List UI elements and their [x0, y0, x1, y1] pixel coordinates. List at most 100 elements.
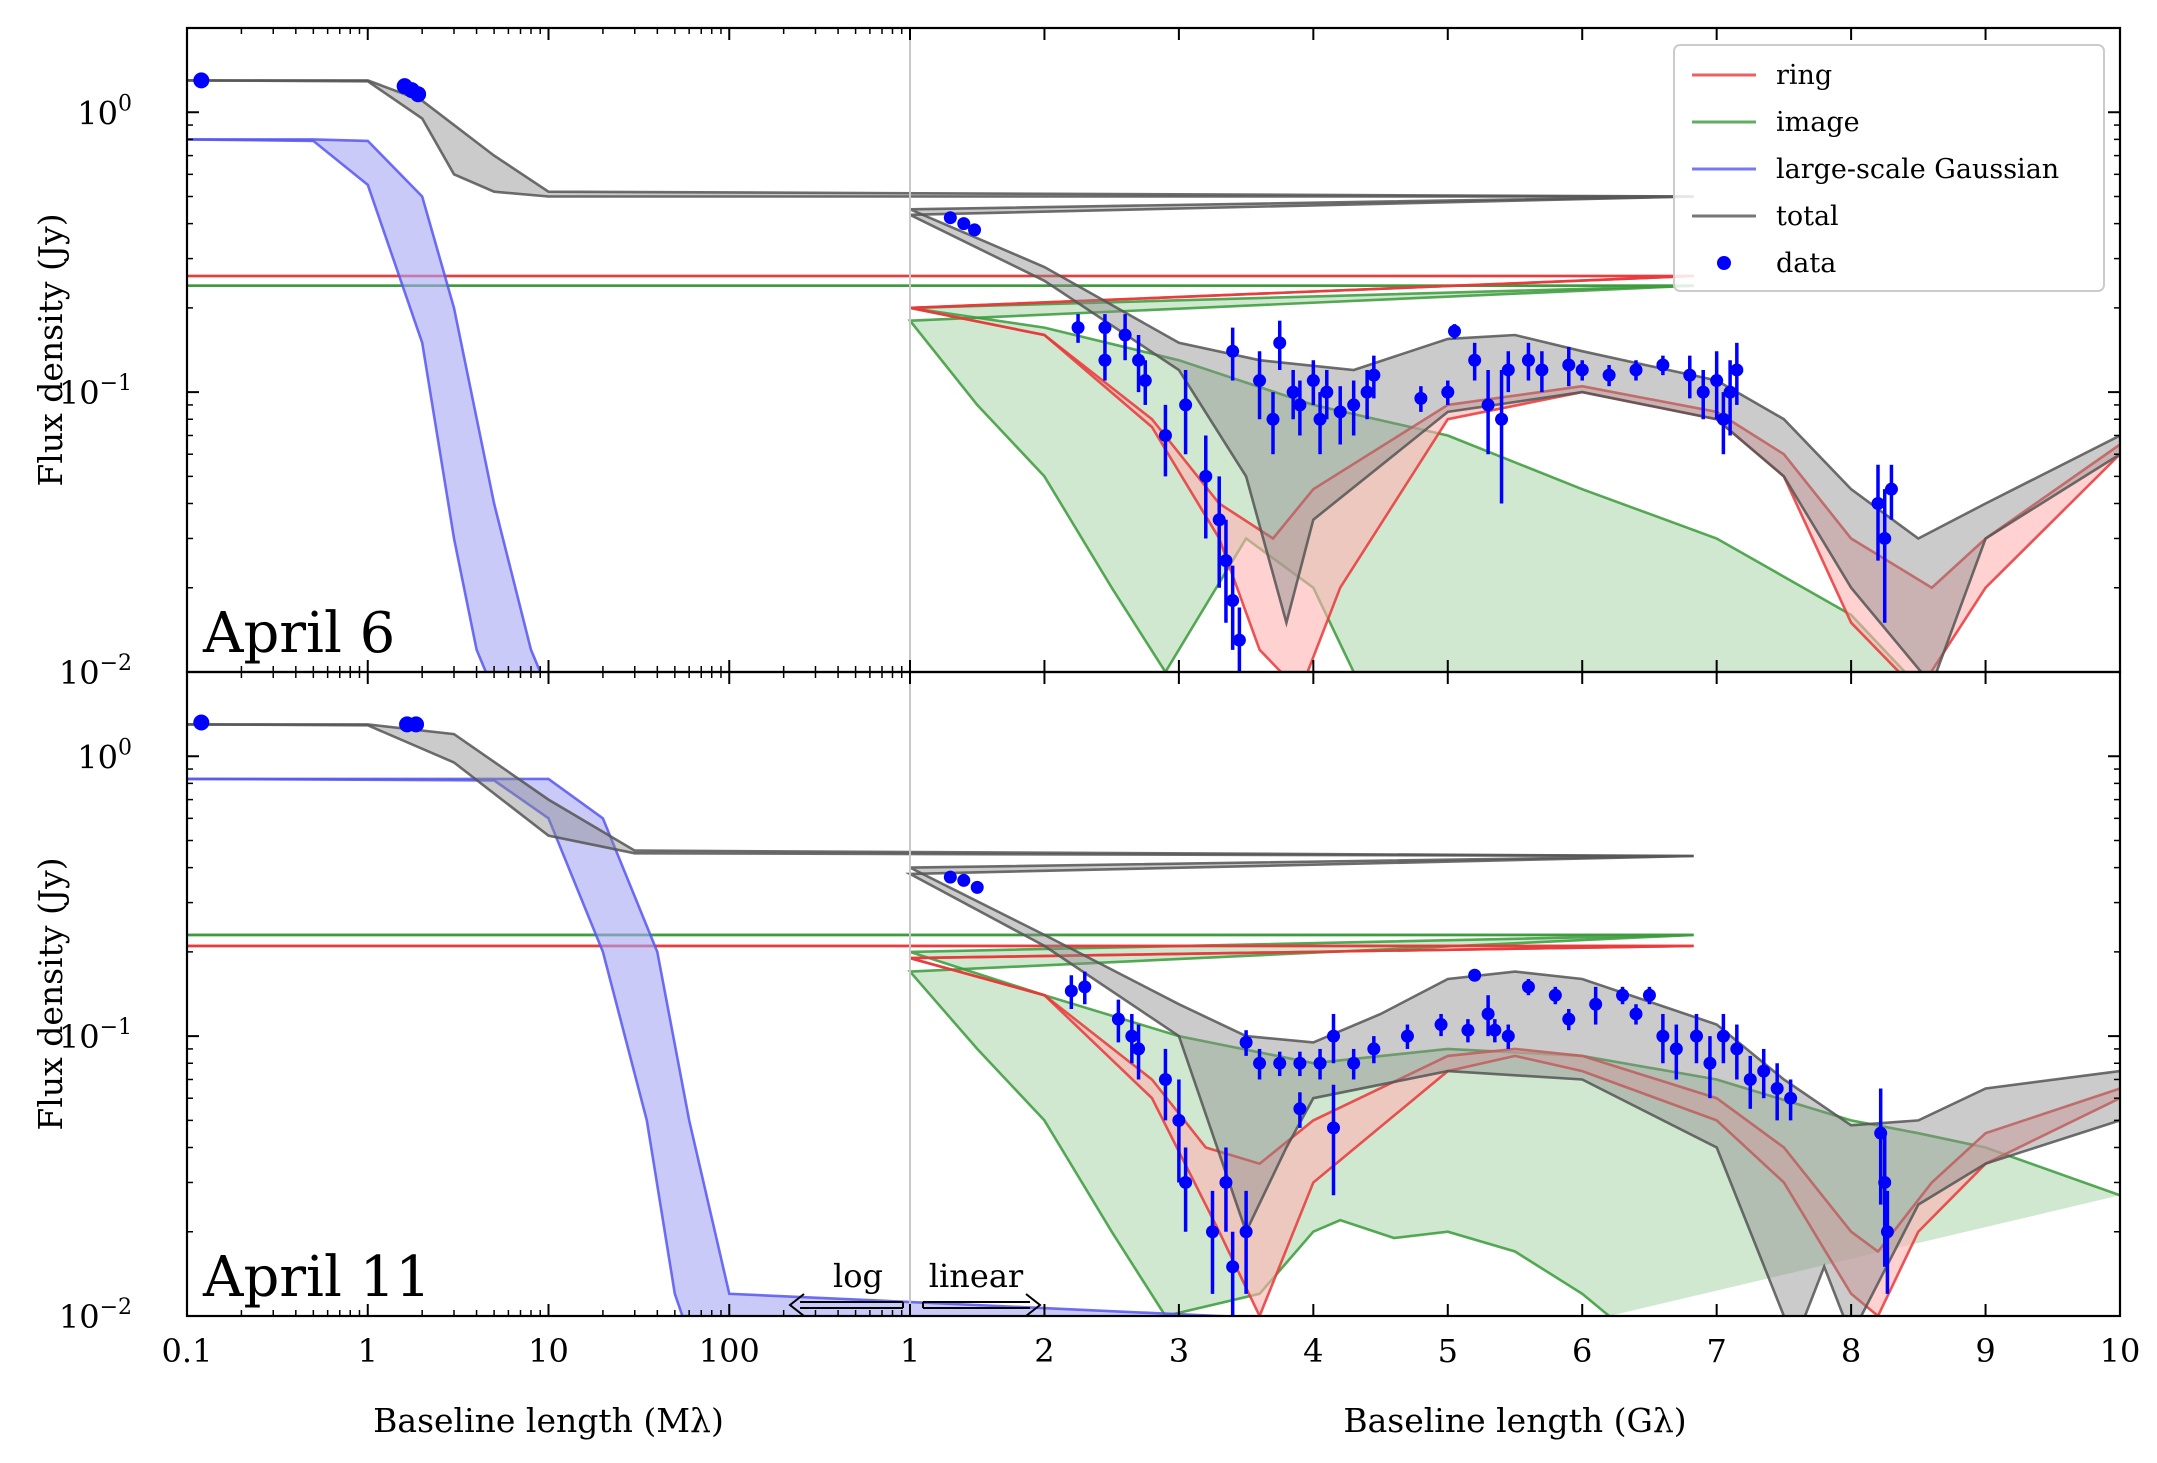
data-point — [1179, 1175, 1193, 1189]
data-point — [1078, 980, 1092, 994]
data-point — [1293, 398, 1307, 412]
data-point — [193, 714, 210, 731]
x-axis-title-left: Baseline length (Mλ) — [373, 1401, 724, 1440]
data-point — [1333, 405, 1347, 419]
x-tick-label: 10 — [2100, 1332, 2141, 1370]
data-point — [410, 86, 427, 103]
data-point — [1521, 353, 1535, 367]
data-point — [1710, 374, 1724, 388]
total-upper-line — [187, 723, 2120, 1127]
data-point — [1441, 385, 1455, 399]
panel-title: April 6 — [202, 601, 395, 666]
data-point — [1219, 554, 1233, 568]
x-tick-label: 1 — [358, 1332, 378, 1370]
data-point — [1360, 385, 1374, 399]
log-label: log — [833, 1257, 883, 1295]
y-tick-label: 10−1 — [59, 1015, 132, 1056]
ring-lower-line — [187, 944, 2120, 1316]
x-tick-label: 9 — [1975, 1332, 1995, 1370]
data-point — [943, 211, 957, 225]
data-point — [1293, 1102, 1307, 1116]
data-point — [1206, 1225, 1219, 1239]
data-point — [1878, 1175, 1892, 1189]
data-point — [1306, 374, 1320, 388]
data-point — [1400, 1029, 1414, 1043]
data-point — [1313, 1056, 1327, 1070]
data-point — [1535, 363, 1549, 377]
data-point — [1367, 368, 1381, 382]
data-point — [1575, 363, 1589, 377]
data-point — [1219, 1175, 1233, 1189]
y-tick-label: 10−2 — [59, 1295, 132, 1336]
data-point — [1273, 1056, 1287, 1070]
x-tick-label: 1 — [900, 1332, 920, 1370]
y-tick-label: 10−1 — [59, 371, 132, 412]
log-arrow-head — [788, 1293, 805, 1317]
panel-title: April 11 — [202, 1245, 431, 1310]
legend: ring image large-scale Gaussian total data — [1673, 44, 2105, 292]
plot-area — [187, 714, 2120, 1316]
data-point — [1414, 391, 1428, 405]
gauss-lower-line — [187, 777, 684, 1316]
x-tick-label: 2 — [1034, 1332, 1054, 1370]
ring-band — [187, 945, 2120, 1316]
data-point — [1158, 1072, 1172, 1086]
data-point — [1730, 363, 1744, 377]
x-tick-label: 5 — [1438, 1332, 1458, 1370]
data-point — [1669, 1042, 1683, 1056]
axes: 0.1 1 10 100 1 2 3 4 5 6 7 8 9 10 Baseline length (Mλ)… — [162, 1332, 2141, 1440]
data-point — [1880, 1225, 1894, 1239]
data-point — [1071, 321, 1085, 335]
data-point — [1743, 1072, 1757, 1086]
data-point — [1158, 428, 1172, 442]
data-point — [1884, 482, 1898, 496]
y-axis-title: Flux density (Jy) — [31, 213, 70, 486]
data-point — [1111, 1012, 1125, 1026]
data-point — [193, 72, 210, 89]
data-point — [1313, 412, 1327, 426]
data-point — [1521, 980, 1535, 994]
data-point — [1273, 336, 1287, 350]
data-point — [1716, 412, 1730, 426]
data-point — [1703, 1056, 1717, 1070]
data-point — [1266, 412, 1280, 426]
data-point — [1629, 1007, 1643, 1021]
data-point — [1468, 968, 1482, 982]
data-point — [957, 217, 971, 231]
legend-label-total: total — [1776, 201, 1839, 232]
data-point — [1179, 398, 1193, 412]
data-point — [1327, 1121, 1340, 1135]
data-point — [1616, 988, 1630, 1002]
data-point — [1064, 984, 1078, 998]
panel-april-6: April 6 100 10−1 10−2 Flux density (Jy) — [31, 26, 2122, 692]
data-point — [1347, 398, 1361, 412]
data-point — [1784, 1091, 1798, 1105]
y-tick-label: 100 — [77, 91, 132, 132]
data-point — [1871, 496, 1885, 510]
gauss-upper-line — [187, 138, 542, 672]
data-point — [1488, 1023, 1502, 1037]
data-point — [970, 880, 984, 894]
data-point — [1656, 1029, 1670, 1043]
data-point — [968, 223, 982, 237]
data-point — [1723, 385, 1737, 399]
data-point — [1239, 1225, 1253, 1239]
data-point — [1562, 1012, 1576, 1026]
data-point — [1656, 358, 1670, 372]
legend-label-ring: ring — [1776, 60, 1832, 91]
data-point — [1562, 358, 1576, 372]
data-point — [1253, 1056, 1267, 1070]
gauss-lower-line — [187, 138, 488, 672]
data-point — [1226, 1260, 1240, 1274]
data-point — [408, 716, 425, 733]
data-point — [1716, 1029, 1730, 1043]
x-tick-label: 8 — [1841, 1332, 1861, 1370]
data-point — [1118, 328, 1132, 342]
data-point — [1548, 988, 1562, 1002]
data-point — [1132, 1042, 1146, 1056]
gauss-band — [187, 778, 1218, 1316]
image-band — [187, 934, 2120, 1316]
gauss-upper-line — [187, 777, 1247, 1316]
data-point — [1642, 988, 1656, 1002]
data-point — [1253, 374, 1267, 388]
